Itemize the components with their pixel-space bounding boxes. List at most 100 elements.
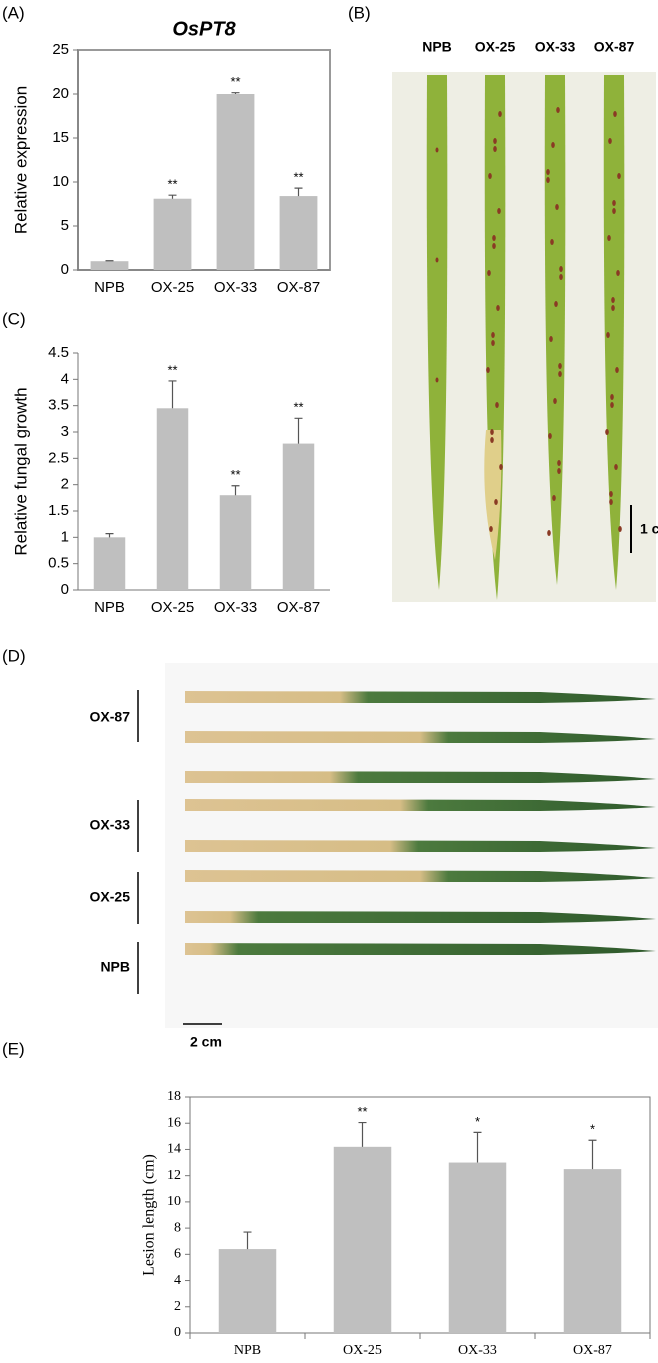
y-tick-label: 10 bbox=[167, 1194, 181, 1209]
spot bbox=[498, 111, 502, 117]
x-tick-label: NPB bbox=[94, 599, 125, 616]
x-tick-label: OX-33 bbox=[458, 1343, 497, 1358]
spot bbox=[491, 340, 495, 346]
significance-label: * bbox=[475, 1114, 480, 1129]
lane-label: OX-33 bbox=[535, 39, 576, 55]
scale-label: 1 cm bbox=[640, 521, 658, 537]
significance-label: * bbox=[590, 1122, 595, 1137]
y-axis-label: Relative expression bbox=[11, 86, 30, 234]
spot bbox=[493, 138, 497, 144]
spot bbox=[489, 526, 493, 532]
error-bar bbox=[294, 187, 303, 197]
panel-label: (C) bbox=[2, 309, 26, 328]
panel-label: (B) bbox=[348, 3, 371, 22]
spot bbox=[559, 266, 563, 272]
spot bbox=[612, 200, 616, 206]
chart-title: OsPT8 bbox=[172, 18, 236, 40]
spot bbox=[486, 367, 490, 373]
bar bbox=[219, 495, 252, 590]
leaf bbox=[185, 771, 656, 783]
error-bar bbox=[473, 1131, 482, 1163]
leaf bbox=[185, 731, 656, 743]
spot bbox=[546, 169, 550, 175]
spot bbox=[614, 464, 618, 470]
y-tick-label: 0 bbox=[61, 261, 69, 278]
group-label: NPB bbox=[100, 959, 130, 975]
error-bar bbox=[358, 1121, 367, 1147]
y-tick-label: 4 bbox=[61, 370, 69, 387]
spot bbox=[555, 204, 559, 210]
error-bar bbox=[294, 417, 303, 444]
spot bbox=[487, 270, 491, 276]
x-tick-label: NPB bbox=[94, 279, 125, 296]
error-bar bbox=[231, 485, 240, 496]
spot bbox=[493, 146, 497, 152]
y-tick-label: 20 bbox=[52, 85, 69, 102]
lane-label: OX-87 bbox=[594, 39, 635, 55]
leaf bbox=[185, 799, 656, 811]
x-tick-label: OX-87 bbox=[573, 1343, 612, 1358]
error-bar bbox=[168, 194, 177, 199]
x-tick-label: OX-33 bbox=[214, 599, 257, 616]
spot bbox=[557, 468, 561, 474]
bar bbox=[218, 1249, 277, 1333]
panel-label: (A) bbox=[2, 3, 25, 22]
significance-label: ** bbox=[167, 177, 177, 192]
spot bbox=[609, 491, 613, 497]
scale-label: 2 cm bbox=[190, 1034, 222, 1050]
spot bbox=[490, 437, 494, 443]
y-tick-label: 4.5 bbox=[48, 344, 69, 361]
spot bbox=[611, 305, 615, 311]
leaf bbox=[426, 75, 448, 590]
spot bbox=[488, 173, 492, 179]
spot bbox=[435, 377, 439, 383]
panel-label: (D) bbox=[2, 646, 26, 665]
spot bbox=[553, 398, 557, 404]
x-tick-label: OX-87 bbox=[277, 599, 320, 616]
bar bbox=[448, 1162, 507, 1333]
spot bbox=[615, 367, 619, 373]
x-tick-label: OX-33 bbox=[214, 279, 257, 296]
bar bbox=[156, 408, 189, 590]
y-tick-label: 25 bbox=[52, 41, 69, 58]
spot bbox=[554, 301, 558, 307]
spot bbox=[608, 138, 612, 144]
spot bbox=[551, 142, 555, 148]
x-tick-label: OX-25 bbox=[343, 1343, 382, 1358]
y-tick-label: 2 bbox=[174, 1299, 181, 1314]
y-tick-label: 16 bbox=[167, 1115, 181, 1130]
spot bbox=[499, 464, 503, 470]
spot bbox=[607, 235, 611, 241]
spot bbox=[611, 297, 615, 303]
leaf bbox=[185, 840, 656, 852]
spot bbox=[492, 235, 496, 241]
error-bar bbox=[588, 1139, 597, 1170]
lesion bbox=[484, 430, 502, 560]
leaf bbox=[185, 691, 656, 703]
spot bbox=[617, 173, 621, 179]
spot bbox=[549, 336, 553, 342]
spot bbox=[435, 257, 439, 263]
spot bbox=[497, 208, 501, 214]
y-tick-label: 3.5 bbox=[48, 397, 69, 414]
panel-label: (E) bbox=[2, 1039, 25, 1058]
bar bbox=[282, 443, 315, 590]
spot bbox=[558, 363, 562, 369]
spot bbox=[491, 332, 495, 338]
leaf-photo bbox=[426, 75, 625, 600]
y-tick-label: 0.5 bbox=[48, 555, 69, 572]
spot bbox=[605, 429, 609, 435]
y-axis-label: Lesion length (cm) bbox=[141, 1154, 158, 1276]
x-tick-label: OX-87 bbox=[277, 279, 320, 296]
spot bbox=[556, 107, 560, 113]
bar bbox=[563, 1169, 622, 1333]
bar bbox=[93, 537, 126, 590]
y-tick-label: 0 bbox=[174, 1325, 181, 1340]
y-tick-label: 2 bbox=[61, 476, 69, 493]
bar bbox=[279, 196, 318, 270]
bar bbox=[333, 1146, 392, 1333]
y-tick-label: 0 bbox=[61, 581, 69, 598]
y-tick-label: 1.5 bbox=[48, 502, 69, 519]
significance-label: ** bbox=[357, 1104, 367, 1119]
